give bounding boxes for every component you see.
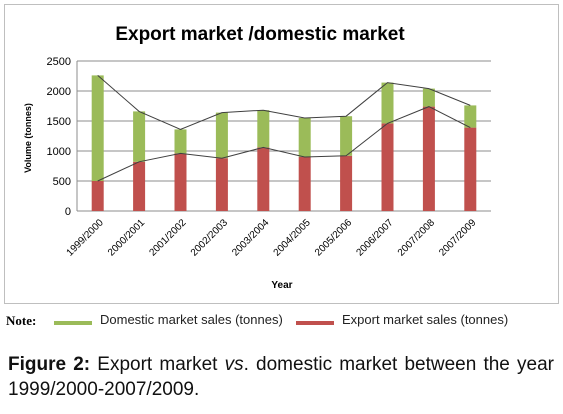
bar-export: [381, 123, 394, 211]
note-label: Note:: [6, 313, 37, 328]
bar-domestic: [174, 129, 187, 154]
x-tick-label: 2003/2004: [230, 217, 272, 259]
y-tick-label: 500: [53, 176, 71, 188]
bar-export: [133, 161, 146, 211]
x-tick-label: 2005/2006: [313, 217, 355, 259]
bar-export: [215, 158, 228, 211]
total-line: [97, 75, 471, 130]
x-tick-label: 2007/2008: [396, 217, 438, 259]
bars: [91, 75, 477, 211]
x-axis-ticks: 1999/2000 2000/2001 2001/2002 2002/2003 2003…: [65, 217, 479, 259]
bar-domestic: [133, 111, 146, 162]
figure-caption: Figure 2: Export market vs. domestic mar…: [8, 352, 554, 402]
x-tick-label: 2001/2002: [147, 217, 189, 259]
y-tick-label: 1500: [47, 116, 71, 128]
x-tick-label: 2006/2007: [354, 217, 396, 259]
trend-lines: [97, 75, 471, 182]
x-tick-label: 1999/2000: [65, 217, 107, 259]
bar-domestic: [464, 105, 477, 128]
legend-swatch-domestic: [54, 321, 92, 325]
bar-export: [174, 153, 187, 211]
y-axis-ticks: 0 500 1000 1500 2000 2500: [47, 56, 71, 218]
chart-frame: Export market /domestic market 0 500 1000 1…: [4, 4, 559, 304]
chart-title: Export market /domestic market: [115, 24, 405, 45]
bar-domestic: [422, 88, 435, 107]
x-tick-label: 2000/2001: [106, 217, 148, 259]
legend-label-domestic: Domestic market sales (tonnes): [100, 312, 283, 327]
legend-swatch-export: [296, 321, 334, 325]
bar-domestic: [340, 116, 353, 156]
export-line: [97, 106, 471, 182]
legend-label-export: Export market sales (tonnes): [342, 312, 509, 327]
bar-export: [340, 155, 353, 211]
bar-domestic: [298, 118, 311, 157]
bar-export: [91, 181, 104, 211]
y-tick-label: 2500: [47, 56, 71, 68]
y-tick-label: 2000: [47, 86, 71, 98]
bar-export: [422, 106, 435, 211]
y-tick-label: 1000: [47, 146, 71, 158]
x-tick-label: 2002/2003: [189, 217, 231, 259]
figure-label: Figure 2:: [8, 354, 91, 375]
bar-domestic: [381, 82, 394, 124]
y-tick-label: 0: [65, 206, 71, 218]
x-tick-label: 2004/2005: [272, 217, 314, 259]
bar-domestic: [257, 110, 270, 148]
caption-vs: vs: [224, 354, 244, 375]
caption-text-1: Export market: [90, 354, 225, 375]
gridlines: [76, 60, 491, 212]
stacked-bar-chart: Export market /domestic market 0 500 1000 1…: [23, 24, 491, 291]
bar-export: [257, 147, 270, 211]
bar-domestic: [91, 75, 104, 181]
legend-note: Note: Domestic market sales (tonnes) Exp…: [4, 309, 559, 333]
y-axis-title: Volume (tonnes): [23, 103, 33, 173]
bar-export: [464, 127, 477, 211]
bar-export: [298, 157, 311, 211]
x-tick-label: 2007/2009: [437, 217, 479, 259]
bar-domestic: [215, 112, 228, 159]
x-axis-title: Year: [271, 280, 292, 291]
caption-text-2: . domestic market between the year 1999/…: [8, 354, 554, 400]
